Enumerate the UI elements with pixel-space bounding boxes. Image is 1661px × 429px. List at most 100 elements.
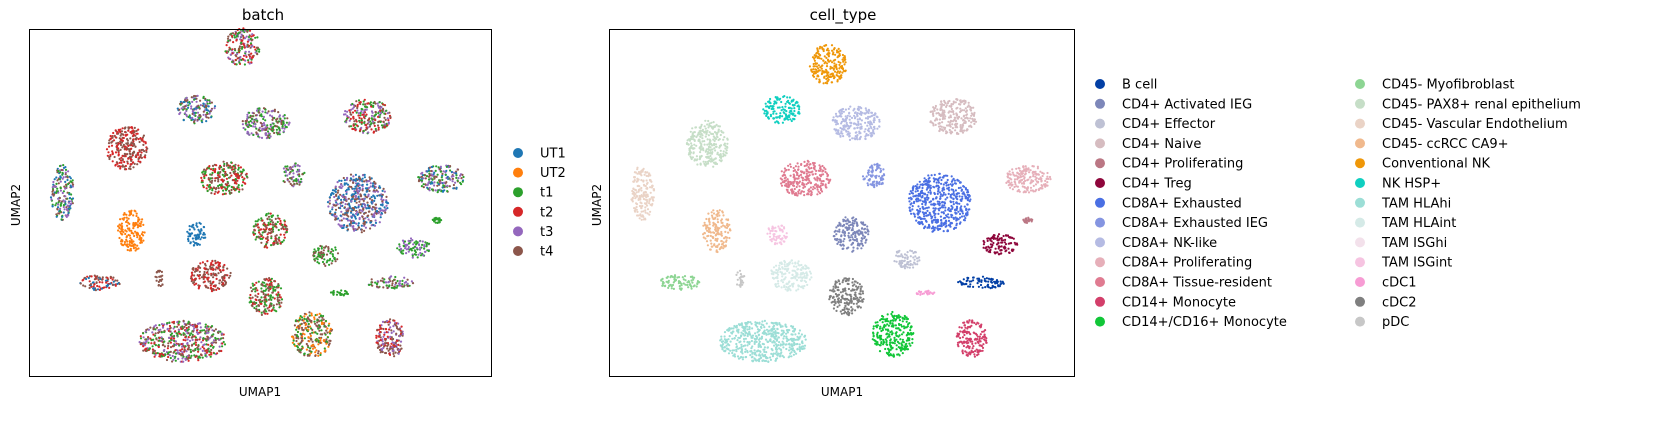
data-point: [203, 176, 206, 180]
data-point: [397, 282, 400, 285]
data-point: [336, 181, 339, 184]
data-point: [186, 342, 189, 345]
data-point: [249, 37, 252, 40]
data-point: [274, 235, 277, 238]
data-point: [203, 105, 206, 108]
data-point: [387, 121, 390, 124]
data-point: [273, 309, 276, 312]
cluster: [375, 318, 404, 358]
data-point: [860, 119, 864, 122]
data-point: [286, 117, 289, 120]
data-point: [366, 183, 369, 186]
data-point: [190, 336, 193, 339]
data-point: [373, 124, 376, 127]
data-point: [798, 108, 801, 111]
data-point: [168, 321, 171, 324]
data-point: [767, 117, 771, 120]
data-point: [158, 324, 161, 327]
data-point: [257, 135, 260, 138]
data-point: [943, 117, 946, 120]
data-point: [950, 104, 953, 108]
data-point: [317, 354, 320, 357]
data-point: [370, 128, 373, 131]
data-point: [863, 112, 866, 115]
data-point: [341, 194, 344, 198]
data-point: [142, 336, 145, 339]
data-point: [377, 128, 380, 131]
data-point: [210, 192, 213, 195]
data-point: [424, 183, 427, 186]
data-point: [938, 125, 941, 128]
data-point: [377, 115, 380, 118]
data-point: [357, 205, 360, 208]
data-point: [782, 108, 785, 111]
data-point: [843, 56, 847, 59]
data-point: [167, 342, 170, 345]
data-point: [61, 191, 64, 195]
data-point: [197, 287, 200, 290]
data-point: [789, 118, 792, 121]
data-point: [384, 327, 387, 331]
data-point: [121, 154, 124, 157]
data-point: [769, 97, 772, 101]
data-point: [839, 49, 842, 53]
data-point: [260, 311, 263, 314]
data-point: [793, 107, 796, 110]
data-point: [858, 112, 861, 115]
data-point: [210, 348, 213, 351]
cluster: [138, 319, 227, 363]
data-point: [374, 127, 377, 131]
data-point: [196, 237, 199, 240]
data-point: [154, 324, 157, 327]
data-point: [202, 184, 205, 187]
data-point: [51, 205, 54, 208]
data-point: [461, 173, 464, 176]
data-point: [271, 221, 275, 224]
data-point: [279, 233, 282, 236]
data-point: [69, 177, 72, 180]
data-point: [826, 71, 829, 74]
data-point: [137, 138, 140, 141]
data-point: [360, 119, 363, 122]
scatter-points: [630, 44, 1052, 363]
data-point: [55, 191, 58, 194]
data-point: [267, 136, 270, 139]
data-point: [340, 289, 343, 292]
data-point: [266, 217, 269, 220]
data-point: [134, 145, 137, 148]
data-point: [264, 308, 267, 311]
data-point: [230, 174, 233, 177]
data-point: [339, 214, 342, 217]
data-point: [139, 153, 142, 157]
data-point: [423, 247, 426, 250]
legend-marker: [513, 167, 523, 178]
data-point: [370, 224, 373, 227]
data-point: [243, 177, 246, 180]
data-point: [415, 240, 418, 243]
data-point: [241, 120, 244, 123]
data-point: [286, 174, 289, 177]
data-point: [850, 122, 853, 125]
data-point: [320, 322, 323, 326]
data-point: [263, 124, 266, 127]
data-point: [208, 99, 211, 102]
data-point: [126, 227, 129, 230]
data-point: [291, 165, 294, 168]
data-point: [334, 199, 337, 202]
data-point: [342, 217, 345, 220]
data-point: [388, 352, 391, 355]
data-point: [187, 332, 190, 335]
data-point: [388, 328, 391, 331]
data-point: [147, 341, 150, 344]
data-point: [827, 53, 830, 57]
data-point: [128, 155, 132, 158]
data-point: [856, 118, 859, 121]
data-point: [355, 206, 358, 209]
data-point: [126, 138, 129, 141]
cluster: [189, 259, 232, 293]
data-point: [127, 144, 130, 147]
data-point: [266, 237, 269, 240]
data-point: [859, 123, 862, 126]
data-point: [275, 223, 278, 226]
data-point: [177, 330, 180, 333]
